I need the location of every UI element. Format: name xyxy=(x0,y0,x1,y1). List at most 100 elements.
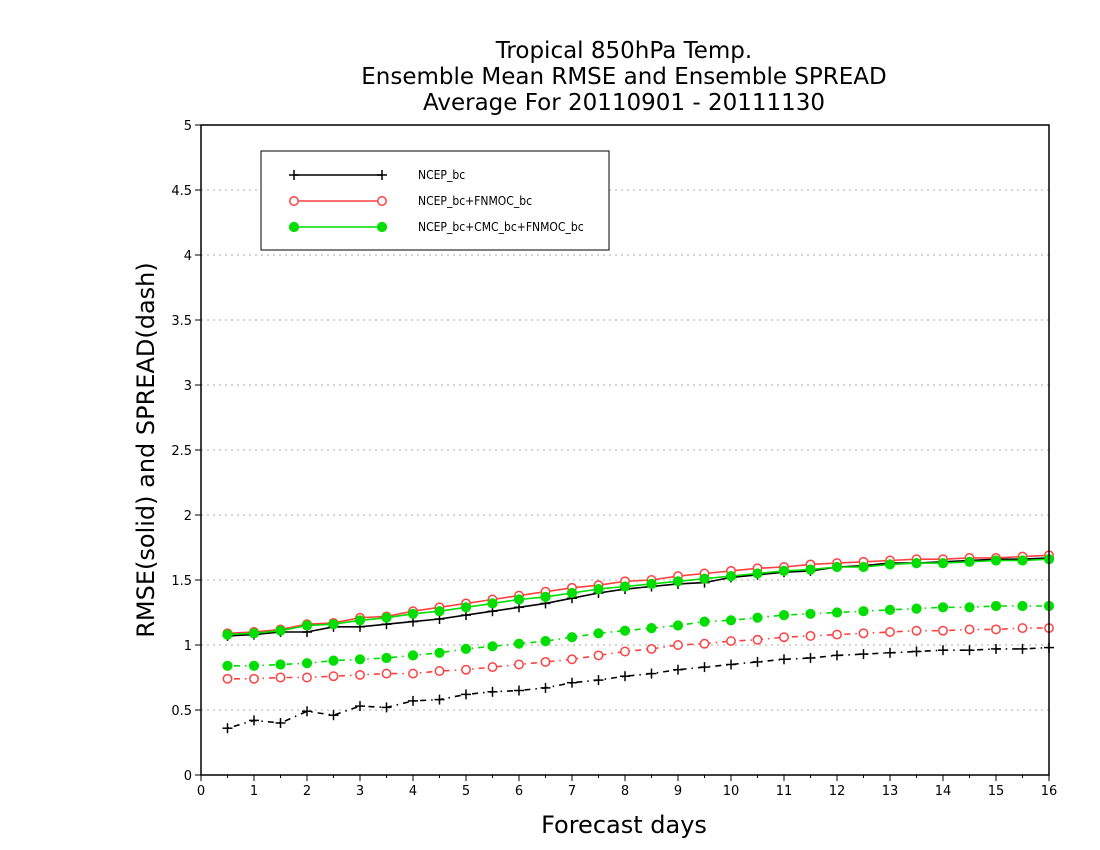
spread-point xyxy=(1017,643,1028,654)
spread-point xyxy=(619,625,631,636)
spread-point xyxy=(354,654,366,665)
rmse-point xyxy=(858,561,869,573)
rmse-line xyxy=(227,557,1050,637)
rmse-point xyxy=(487,598,498,609)
series-layer xyxy=(222,550,1055,734)
spread-point xyxy=(646,643,657,654)
legend-label: NCEP_bc+FNMOC_bc xyxy=(418,194,532,208)
rmse-point xyxy=(911,558,922,569)
y-tick-label: 3.5 xyxy=(171,314,192,329)
rmse-point xyxy=(672,576,684,587)
legend-marker-right xyxy=(376,221,388,233)
y-tick-label: 1 xyxy=(184,639,192,654)
spread-point xyxy=(407,650,419,661)
rmse-point xyxy=(381,612,392,623)
legend-marker-right xyxy=(377,170,387,180)
legend-entry: NCEP_bc+CMC_bc+FNMOC_bc xyxy=(288,220,584,234)
spread-point xyxy=(778,610,790,621)
spread-point xyxy=(460,643,472,655)
x-tick-label: 11 xyxy=(776,784,793,799)
legend: NCEP_bc NCEP_bc+FNMOC_bc NCEP_bc+CMC_bc+FN… xyxy=(260,150,610,251)
rmse-point xyxy=(222,629,233,640)
plot-frame xyxy=(200,124,1050,776)
spread-point xyxy=(752,634,763,645)
spread-point xyxy=(938,645,948,656)
legend-marker-left xyxy=(288,221,300,233)
legend-marker-right xyxy=(377,196,387,206)
spread-point xyxy=(805,653,816,663)
series-rmse-1 xyxy=(222,550,1054,639)
spread-point xyxy=(487,686,498,697)
spread-point xyxy=(673,640,683,650)
y-tick-label: 2 xyxy=(184,509,192,524)
spread-point xyxy=(938,625,948,636)
rmse-point xyxy=(460,602,472,613)
series-rmse-0 xyxy=(222,552,1054,641)
rmse-point xyxy=(805,564,816,575)
chart-title-line-1: Tropical 850hPa Temp. xyxy=(495,38,752,64)
spread-point xyxy=(434,647,445,658)
spread-point xyxy=(302,706,312,717)
x-tick-label: 9 xyxy=(674,784,682,799)
spread-point xyxy=(964,645,975,656)
spread-point xyxy=(832,650,842,661)
y-tick-label: 2.5 xyxy=(171,444,192,459)
spread-point xyxy=(222,673,233,684)
spread-point xyxy=(832,629,842,640)
rmse-point xyxy=(699,573,710,584)
spread-point xyxy=(885,647,895,658)
rmse-point xyxy=(248,628,260,639)
spread-point xyxy=(328,655,339,666)
spread-point xyxy=(620,671,630,682)
rmse-point xyxy=(964,556,975,567)
spread-point xyxy=(752,656,763,667)
spread-point xyxy=(805,608,816,619)
spread-point xyxy=(672,620,684,631)
x-tick-label: 1 xyxy=(250,784,258,799)
spread-point xyxy=(355,701,365,712)
spread-point xyxy=(381,668,392,679)
spread-point xyxy=(566,632,578,643)
rmse-point xyxy=(884,559,896,570)
spread-point xyxy=(461,664,471,675)
spread-point xyxy=(831,607,843,618)
chart-title-line-3: Average For 20110901 - 20111130 xyxy=(423,90,825,116)
spread-point xyxy=(779,654,789,665)
legend-marker-left xyxy=(289,196,299,206)
spread-line xyxy=(227,627,1049,680)
series-rmse-2 xyxy=(222,554,1055,640)
rmse-point xyxy=(1017,555,1028,566)
spread-point xyxy=(540,682,551,693)
rmse-point xyxy=(937,558,949,569)
spread-point xyxy=(937,602,949,613)
spread-point xyxy=(222,660,233,671)
spread-point xyxy=(699,662,710,673)
x-tick-label: 15 xyxy=(988,784,1005,799)
spread-point xyxy=(540,656,551,667)
spread-point xyxy=(593,628,604,639)
x-tick-label: 3 xyxy=(356,784,364,799)
x-tick-label: 8 xyxy=(621,784,629,799)
rmse-line xyxy=(227,558,1050,636)
y-tick-label: 1.5 xyxy=(171,574,192,589)
x-axis-label: Forecast days xyxy=(541,811,707,839)
spread-point xyxy=(858,649,869,660)
spread-point xyxy=(487,641,498,652)
y-tick-label: 5 xyxy=(184,119,192,134)
spread-point xyxy=(752,612,763,623)
spread-point xyxy=(461,689,471,700)
y-tick-label: 0 xyxy=(184,769,192,784)
spread-point xyxy=(434,694,445,705)
spread-point xyxy=(381,652,392,664)
spread-point xyxy=(991,624,1001,635)
x-tick-label: 12 xyxy=(829,784,846,799)
spread-point xyxy=(567,654,577,665)
rmse-point xyxy=(566,587,578,599)
spread-point xyxy=(726,636,736,647)
spread-point xyxy=(248,660,260,671)
rmse-point xyxy=(990,555,1002,566)
spread-point xyxy=(911,625,922,636)
spread-point xyxy=(726,659,736,670)
rmse-point xyxy=(328,619,339,630)
